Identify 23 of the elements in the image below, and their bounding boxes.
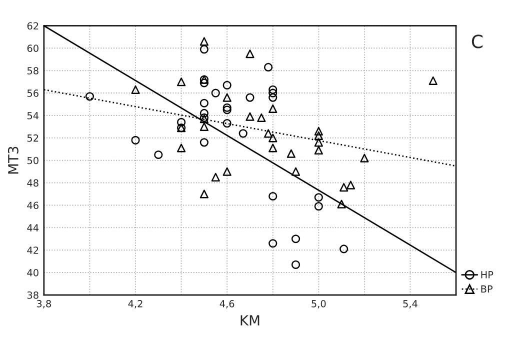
y-tick-label: 38 <box>27 291 38 299</box>
y-tick-label: 52 <box>27 134 38 142</box>
y-tick-label: 46 <box>27 202 38 210</box>
y-tick-label: 44 <box>27 224 39 232</box>
y-tick-label: 58 <box>27 67 38 74</box>
y-tick-label: 56 <box>27 90 38 97</box>
y-tick-label: 48 <box>27 179 38 187</box>
x-tick-label: 5,4 <box>403 300 418 308</box>
legend-label: HP <box>481 271 494 278</box>
y-tick-label: 42 <box>27 246 38 254</box>
x-tick-label: 4,6 <box>220 300 234 308</box>
y-tick-label: 62 <box>27 22 38 30</box>
y-tick-label: 50 <box>27 156 38 164</box>
y-axis-title: MT3 <box>8 146 18 174</box>
text: C <box>472 34 483 48</box>
x-tick-label: 3,8 <box>36 300 51 308</box>
x-tick-label: 4,2 <box>128 300 142 308</box>
legend-label: BP <box>481 285 493 293</box>
x-axis-title: KM <box>240 315 260 326</box>
y-tick-label: 54 <box>27 112 39 120</box>
y-tick-label: 40 <box>27 269 38 276</box>
x-tick-label: 5,0 <box>312 300 326 308</box>
y-tick-label: 60 <box>27 44 38 52</box>
